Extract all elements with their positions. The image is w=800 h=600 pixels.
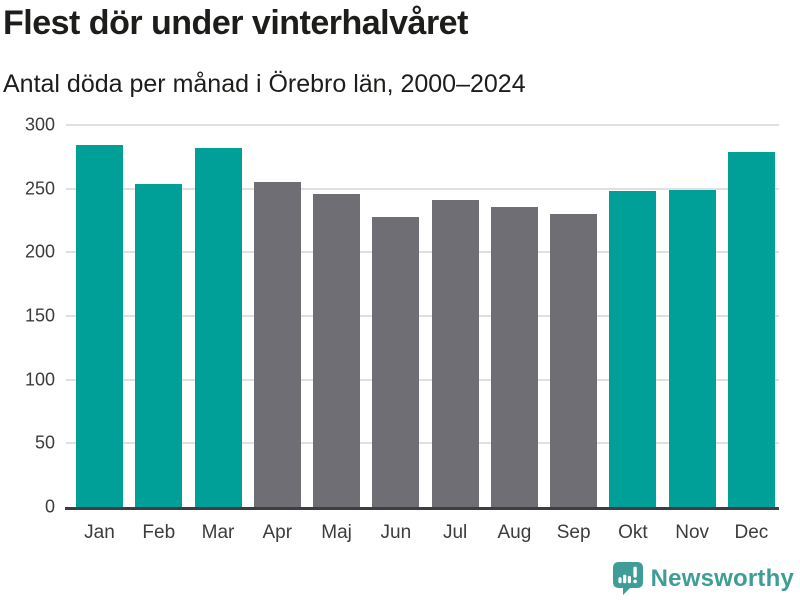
bar-chart-speech-bubble-icon <box>612 562 643 595</box>
bar-column: Dec <box>727 125 775 543</box>
y-tick-label: 100 <box>24 369 55 390</box>
bars-row: Jan Feb Mar Apr Maj Jun Jul Aug Sep Okt Nov Dec <box>76 125 775 543</box>
bar-jan <box>76 145 123 507</box>
bar-apr <box>253 182 301 507</box>
y-tick-label: 50 <box>34 432 55 453</box>
y-tick-label: 300 <box>24 114 55 135</box>
bar-column: Jun <box>372 125 420 543</box>
bar-jun <box>372 216 420 507</box>
bar-column: Mar <box>194 125 242 543</box>
x-tick-label: Aug <box>497 522 532 543</box>
bar-mar <box>194 147 242 507</box>
bar-sep <box>550 214 598 507</box>
y-tick-label: 250 <box>24 178 55 199</box>
x-tick-label: Sep <box>556 522 591 543</box>
bar-column: Feb <box>135 125 183 543</box>
bar-column: Nov <box>668 125 716 543</box>
bar-feb <box>135 183 183 507</box>
x-tick-label: Maj <box>321 522 352 543</box>
y-tick-label: 200 <box>24 241 55 262</box>
x-tick-label: Dec <box>734 522 769 543</box>
gridline <box>66 442 779 445</box>
gridline <box>66 187 779 190</box>
gridline <box>66 251 779 254</box>
brand-name: Newsworthy <box>650 564 794 592</box>
chart-title: Flest dör under vinterhalvåret <box>3 4 468 42</box>
x-tick-label: Apr <box>262 522 293 543</box>
plot-area: 0 50 100 150 200 250 300 Jan Feb Mar Apr Maj Jun Jul… <box>25 115 779 543</box>
x-tick-label: Jun <box>380 522 412 543</box>
x-tick-label: Mar <box>201 522 235 543</box>
bar-dec <box>727 151 775 507</box>
x-tick-label: Feb <box>142 522 176 543</box>
x-tick-label: Jul <box>442 522 468 543</box>
gridline <box>66 315 779 317</box>
bar-maj <box>313 193 361 507</box>
bar-column: Maj <box>313 125 361 543</box>
bar-aug <box>490 206 538 507</box>
newsworthy-logo: Newsworthy <box>612 562 794 595</box>
bar-column: Jan <box>76 125 123 543</box>
bar-column: Sep <box>550 125 598 543</box>
bar-column: Jul <box>431 125 479 543</box>
bar-column: Okt <box>609 125 657 543</box>
y-tick-label: 0 <box>44 496 55 517</box>
bar-column: Aug <box>490 125 538 543</box>
bar-nov <box>668 189 716 507</box>
bar-column: Apr <box>253 125 301 543</box>
y-tick-label: 150 <box>24 305 55 326</box>
x-tick-label: Okt <box>618 522 648 543</box>
gridline <box>66 378 779 381</box>
bar-okt <box>609 191 657 507</box>
chart-subtitle: Antal döda per månad i Örebro län, 2000–… <box>3 70 526 98</box>
x-tick-label: Jan <box>84 522 115 543</box>
gridline <box>66 124 779 126</box>
bar-jul <box>431 200 479 507</box>
x-tick-label: Nov <box>675 522 710 543</box>
